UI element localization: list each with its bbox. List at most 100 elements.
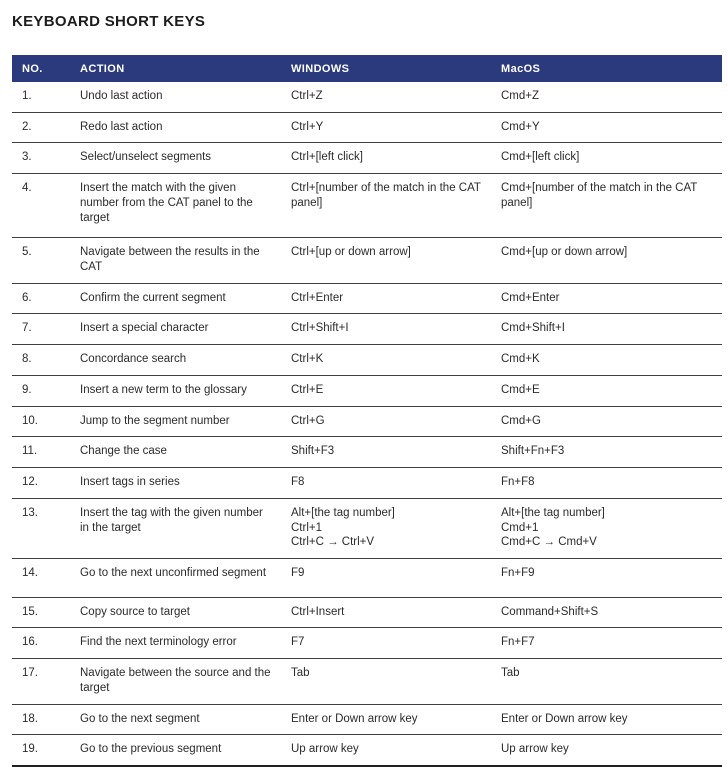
cell-action: Navigate between the source and the targ… <box>70 658 281 705</box>
table-row: 7. Insert a special character Ctrl+Shift… <box>12 313 722 346</box>
table-row: 5. Navigate between the results in the C… <box>12 237 722 284</box>
cell-action: Insert the match with the given number f… <box>70 173 281 239</box>
cell-macos: Cmd+G <box>491 406 722 438</box>
cell-macos: Shift+Fn+F3 <box>491 436 722 469</box>
table-row: 10. Jump to the segment number Ctrl+G Cm… <box>12 406 722 438</box>
cell-action: Insert a new term to the glossary <box>70 375 281 407</box>
cell-windows: Ctrl+K <box>281 344 491 376</box>
cell-action: Redo last action <box>70 112 281 144</box>
cell-action: Jump to the segment number <box>70 406 281 438</box>
cell-macos: Cmd+Enter <box>491 283 722 315</box>
cell-action: Go to the next unconfirmed segment <box>70 558 281 598</box>
cell-windows: F9 <box>281 558 491 598</box>
cell-macos: Fn+F9 <box>491 558 722 598</box>
column-header-no: NO. <box>12 55 70 82</box>
cell-windows: Enter or Down arrow key <box>281 704 491 736</box>
table-row: 6. Confirm the current segment Ctrl+Ente… <box>12 283 722 315</box>
cell-action: Change the case <box>70 436 281 469</box>
cell-action: Go to the previous segment <box>70 734 281 767</box>
table-row: 13. Insert the tag with the given number… <box>12 498 722 559</box>
cell-no: 11. <box>12 436 70 469</box>
cell-action: Copy source to target <box>70 597 281 629</box>
cell-no: 1. <box>12 82 70 113</box>
cell-macos: Cmd+[up or down arrow] <box>491 237 722 284</box>
cell-action: Insert the tag with the given number in … <box>70 498 281 559</box>
cell-no: 14. <box>12 558 70 598</box>
cell-macos: Cmd+Shift+I <box>491 313 722 346</box>
shortcuts-table: NO. ACTION WINDOWS MacOS 1. Undo last ac… <box>12 55 722 767</box>
cell-action: Undo last action <box>70 82 281 113</box>
cell-windows: Ctrl+Enter <box>281 283 491 315</box>
cell-no: 16. <box>12 627 70 660</box>
cell-windows: Ctrl+[up or down arrow] <box>281 237 491 284</box>
cell-macos: Cmd+[left click] <box>491 142 722 175</box>
cell-no: 12. <box>12 467 70 499</box>
table-header-row: NO. ACTION WINDOWS MacOS <box>12 55 722 82</box>
cell-windows: F8 <box>281 467 491 499</box>
cell-no: 4. <box>12 173 70 239</box>
cell-windows: Alt+[the tag number] Ctrl+1 Ctrl+C → Ctr… <box>281 498 491 559</box>
cell-macos: Fn+F8 <box>491 467 722 499</box>
cell-action: Insert tags in series <box>70 467 281 499</box>
cell-windows: Tab <box>281 658 491 705</box>
cell-windows: Up arrow key <box>281 734 491 767</box>
cell-macos: Cmd+E <box>491 375 722 407</box>
column-header-windows: WINDOWS <box>281 55 491 82</box>
table-row: 2. Redo last action Ctrl+Y Cmd+Y <box>12 112 722 144</box>
cell-windows: Ctrl+Shift+I <box>281 313 491 346</box>
cell-no: 17. <box>12 658 70 705</box>
cell-macos: Alt+[the tag number] Cmd+1 Cmd+C → Cmd+V <box>491 498 722 559</box>
cell-macos: Command+Shift+S <box>491 597 722 629</box>
table-row: 8. Concordance search Ctrl+K Cmd+K <box>12 344 722 376</box>
cell-macos: Tab <box>491 658 722 705</box>
cell-no: 5. <box>12 237 70 284</box>
cell-action: Confirm the current segment <box>70 283 281 315</box>
cell-action: Find the next terminology error <box>70 627 281 660</box>
cell-macos: Cmd+Y <box>491 112 722 144</box>
cell-macos: Cmd+K <box>491 344 722 376</box>
cell-macos: Cmd+[number of the match in the CAT pane… <box>491 173 722 239</box>
cell-windows: Shift+F3 <box>281 436 491 469</box>
cell-no: 18. <box>12 704 70 736</box>
page-title: KEYBOARD SHORT KEYS <box>12 13 206 30</box>
table-row: 14. Go to the next unconfirmed segment F… <box>12 558 722 598</box>
table-row: 3. Select/unselect segments Ctrl+[left c… <box>12 142 722 175</box>
cell-macos: Fn+F7 <box>491 627 722 660</box>
cell-action: Navigate between the results in the CAT <box>70 237 281 284</box>
cell-windows: Ctrl+Y <box>281 112 491 144</box>
table-row: 12. Insert tags in series F8 Fn+F8 <box>12 467 722 499</box>
cell-windows: Ctrl+G <box>281 406 491 438</box>
table-row: 15. Copy source to target Ctrl+Insert Co… <box>12 597 722 629</box>
cell-windows: Ctrl+[number of the match in the CAT pan… <box>281 173 491 239</box>
cell-macos: Cmd+Z <box>491 82 722 113</box>
table-row: 16. Find the next terminology error F7 F… <box>12 627 722 660</box>
table-row: 17. Navigate between the source and the … <box>12 658 722 705</box>
cell-windows: Ctrl+[left click] <box>281 142 491 175</box>
cell-no: 8. <box>12 344 70 376</box>
cell-windows: Ctrl+Z <box>281 82 491 113</box>
cell-action: Go to the next segment <box>70 704 281 736</box>
table-row: 11. Change the case Shift+F3 Shift+Fn+F3 <box>12 436 722 469</box>
column-header-action: ACTION <box>70 55 281 82</box>
table-row: 18. Go to the next segment Enter or Down… <box>12 704 722 736</box>
cell-action: Concordance search <box>70 344 281 376</box>
table-row: 4. Insert the match with the given numbe… <box>12 173 722 239</box>
table-body: 1. Undo last action Ctrl+Z Cmd+Z 2. Redo… <box>12 82 722 767</box>
cell-no: 9. <box>12 375 70 407</box>
cell-no: 2. <box>12 112 70 144</box>
cell-windows: F7 <box>281 627 491 660</box>
cell-no: 10. <box>12 406 70 438</box>
cell-no: 13. <box>12 498 70 559</box>
cell-windows: Ctrl+E <box>281 375 491 407</box>
cell-action: Insert a special character <box>70 313 281 346</box>
cell-macos: Enter or Down arrow key <box>491 704 722 736</box>
cell-no: 6. <box>12 283 70 315</box>
table-row: 1. Undo last action Ctrl+Z Cmd+Z <box>12 82 722 113</box>
cell-no: 19. <box>12 734 70 767</box>
cell-no: 15. <box>12 597 70 629</box>
cell-action: Select/unselect segments <box>70 142 281 175</box>
cell-no: 7. <box>12 313 70 346</box>
table-row: 9. Insert a new term to the glossary Ctr… <box>12 375 722 407</box>
table-row: 19. Go to the previous segment Up arrow … <box>12 734 722 767</box>
